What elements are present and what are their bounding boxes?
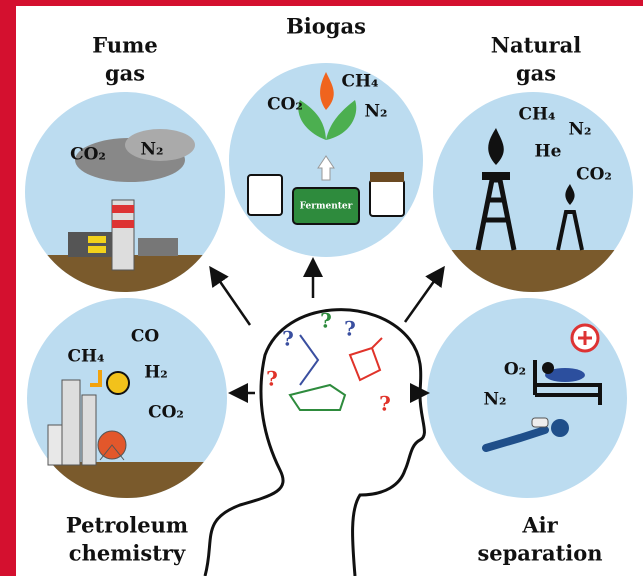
gas: O₂: [504, 360, 526, 380]
question-mark: ?: [320, 309, 332, 333]
head: [205, 310, 424, 576]
arrow: [212, 270, 250, 325]
diagram: CO₂ N₂ Fermenter CO₂ CH₄ N₂ CH₄ N₂ He CO…: [0, 0, 643, 576]
gas: He: [535, 142, 562, 162]
panel-label: gas: [516, 61, 556, 86]
gas: CH₄: [341, 72, 378, 92]
gas: H₂: [144, 363, 168, 383]
panel-label: separation: [477, 541, 602, 566]
border-left: [0, 0, 16, 576]
panel-natural: CH₄ N₂ He CO₂: [430, 92, 640, 310]
arrow: [405, 270, 442, 322]
question-mark: ?: [344, 317, 356, 341]
panel-label: Air: [521, 513, 558, 538]
gas: CO₂: [70, 145, 106, 165]
question-mark: ?: [266, 367, 278, 391]
panel-label: Petroleum: [66, 513, 188, 538]
question-mark: ?: [282, 327, 294, 351]
question-mark: ?: [379, 392, 391, 416]
panel-label: chemistry: [69, 541, 186, 566]
device-label: Fermenter: [300, 202, 353, 212]
gas: CH₄: [518, 105, 555, 125]
gas: CO: [131, 327, 160, 347]
panel-label: gas: [105, 61, 145, 86]
gas: N₂: [484, 390, 507, 410]
gas: CO₂: [267, 95, 303, 115]
gas: N₂: [141, 140, 164, 160]
gas: N₂: [569, 120, 592, 140]
panel-biogas: Fermenter CO₂ CH₄ N₂: [229, 63, 423, 257]
panel-label: Biogas: [286, 14, 366, 39]
border-top: [0, 0, 643, 6]
gas: CO₂: [148, 403, 184, 423]
panel-petroleum: CH₄ CO H₂ CO₂: [25, 298, 235, 512]
panel-label: Natural: [491, 33, 581, 58]
panel-air: O₂ N₂: [427, 298, 627, 498]
panel-label: Fume: [92, 33, 157, 58]
gas: CH₄: [67, 347, 104, 367]
gas: CO₂: [576, 165, 612, 185]
gas: N₂: [365, 102, 388, 122]
panel-fume: CO₂ N₂: [20, 92, 230, 315]
